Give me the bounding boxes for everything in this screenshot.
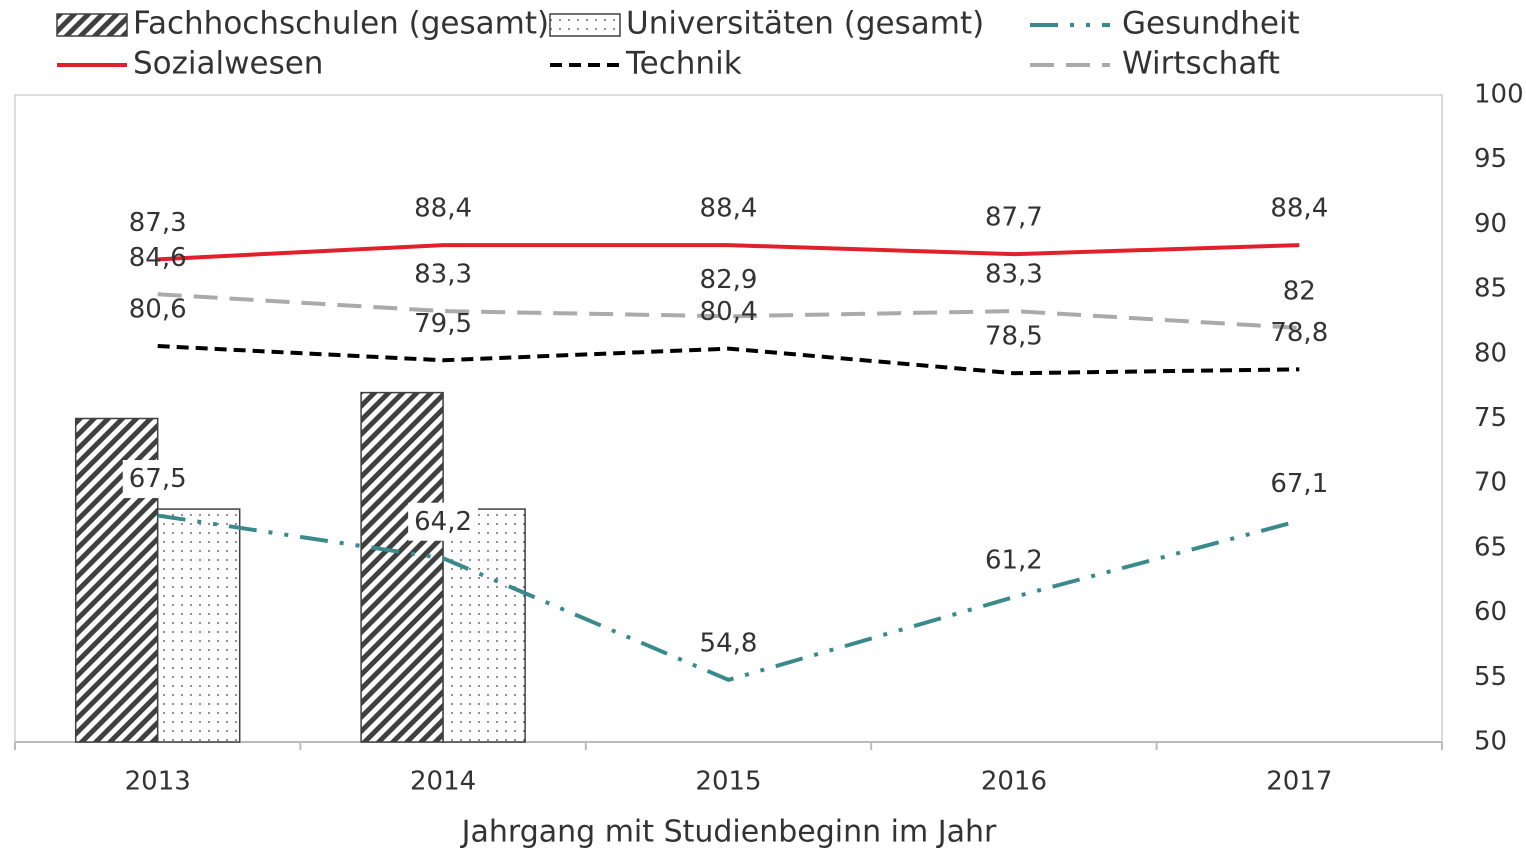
data-label: 79,5 [414,309,472,339]
data-label: 78,8 [1270,318,1328,348]
data-label: 88,4 [414,194,472,224]
line [157,344,1300,376]
legend-swatch [549,13,621,37]
data-label: 88,4 [1270,194,1328,224]
data-label: 83,3 [414,260,472,290]
data-label-bg [978,541,1049,580]
bar [360,391,444,743]
data-label: 82 [1283,276,1316,306]
data-label: 87,7 [985,203,1043,233]
y-tick-label: 100 [1474,80,1524,110]
legend-label: Technik [625,46,742,82]
legend-swatch [56,13,128,37]
bar [156,508,241,743]
data-label: 88,4 [700,194,758,224]
data-label: 61,2 [985,546,1043,576]
data-label: 87,3 [129,208,187,238]
x-tick-label: 2017 [1266,767,1332,797]
data-label: 84,6 [129,243,187,273]
bar [74,417,159,743]
legend-label: Gesundheit [1122,6,1300,42]
data-label: 80,4 [700,297,758,327]
data-label-bg [408,502,479,541]
x-tick-label: 2013 [125,767,191,797]
y-tick-label: 50 [1474,727,1507,757]
data-label: 67,5 [129,464,187,494]
y-tick-label: 60 [1474,597,1507,627]
data-label: 54,8 [700,628,758,658]
data-label: 83,3 [985,260,1043,290]
data-label-bg [122,460,193,499]
data-label: 78,5 [985,322,1043,352]
x-tick-label: 2014 [410,767,476,797]
y-tick-label: 70 [1474,468,1507,498]
line [157,243,1300,262]
line [157,513,1300,683]
line [157,292,1300,330]
data-label: 67,1 [1270,469,1328,499]
y-tick-label: 90 [1474,209,1507,239]
y-tick-label: 80 [1474,338,1507,368]
x-axis-title: Jahrgang mit Studienbeginn im Jahr [460,815,997,850]
data-label-bg [1264,465,1335,504]
legend-label: Wirtschaft [1122,46,1280,82]
y-tick-label: 55 [1474,662,1507,692]
legend-label: Universitäten (gesamt) [626,6,984,42]
y-tick-label: 85 [1474,274,1507,304]
x-tick-label: 2015 [695,767,761,797]
y-tick-label: 75 [1474,403,1507,433]
data-label-bg [693,624,764,663]
bar [442,508,526,743]
x-tick-label: 2016 [981,767,1047,797]
legend-label: Fachhochschulen (gesamt) [133,6,549,42]
data-label: 64,2 [414,507,472,537]
data-label: 80,6 [129,295,187,325]
y-tick-label: 95 [1474,144,1507,174]
legend-label: Sozialwesen [133,46,323,82]
data-label: 82,9 [700,265,758,295]
y-tick-label: 65 [1474,532,1507,562]
